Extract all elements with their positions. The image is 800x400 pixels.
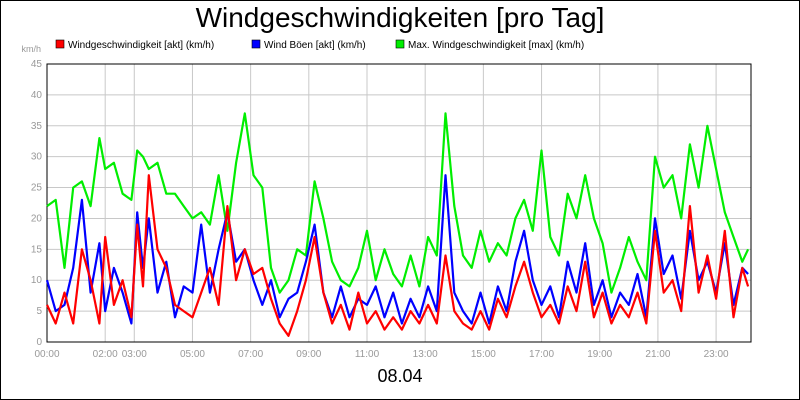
x-tick-label: 21:00 [645, 349, 670, 360]
footer-date: 08.04 [377, 366, 423, 386]
legend-swatch [395, 39, 405, 49]
x-tick-label: 07:00 [238, 349, 263, 360]
legend-swatch [55, 39, 65, 49]
legend: Windgeschwindigkeit [akt] (km/h) Wind Böe… [55, 39, 584, 51]
series-line [45, 174, 749, 325]
grid-layer [46, 63, 751, 343]
y-tick-label: 25 [31, 183, 43, 194]
y-tick-label: 5 [36, 306, 42, 317]
x-tick-label: 00:00 [34, 349, 59, 360]
legend-label: Windgeschwindigkeit [akt] (km/h) [68, 40, 214, 51]
axes-layer: 0 5 10 15 20 25 30 35 40 45 km/h 00:00 02:00 03:00 05:… [21, 44, 752, 360]
plot-border [46, 63, 752, 343]
x-tick-label: 17:00 [529, 349, 554, 360]
plot-area [47, 64, 751, 342]
x-tick-label: 05:00 [180, 349, 205, 360]
y-tick-label: 20 [31, 213, 43, 224]
series-line [46, 174, 750, 337]
x-tick-label: 02:00 [93, 349, 118, 360]
y-tick-label: 35 [31, 121, 43, 132]
y-tick-label: 0 [36, 337, 42, 348]
y-tick-label: 45 [31, 59, 43, 70]
y-tick-label: 30 [31, 152, 43, 163]
series-layer [45, 112, 750, 337]
x-tick-label: 23:00 [704, 349, 729, 360]
y-tick-label: 40 [31, 90, 43, 101]
x-tick-label: 11:00 [355, 349, 380, 360]
x-tick-label: 13:00 [413, 349, 438, 360]
y-tick-label: 10 [31, 275, 43, 286]
x-tick-label: 03:00 [122, 349, 147, 360]
series-line [46, 112, 750, 294]
y-tick-label: 15 [31, 244, 43, 255]
x-tick-label: 09:00 [296, 349, 321, 360]
chart-title: Windgeschwindigkeiten [pro Tag] [195, 2, 605, 33]
legend-swatch [251, 39, 261, 49]
legend-label: Wind Böen [akt] (km/h) [264, 40, 366, 51]
y-axis-label: km/h [21, 44, 41, 54]
legend-label: Max. Windgeschwindigkeit [max] (km/h) [408, 40, 584, 51]
x-tick-label: 15:00 [471, 349, 496, 360]
x-tick-label: 19:00 [587, 349, 612, 360]
